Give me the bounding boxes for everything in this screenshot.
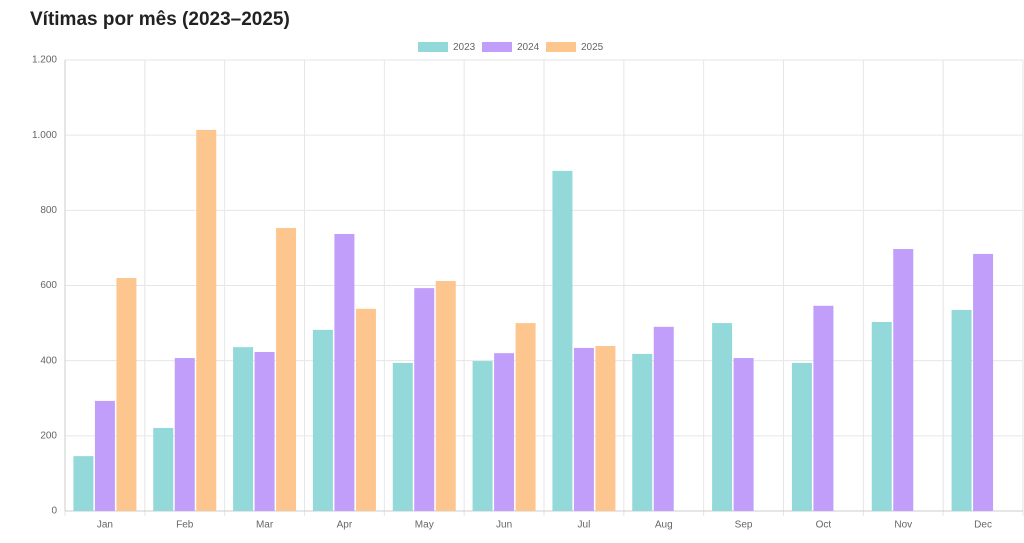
legend-label: 2024 <box>517 42 540 53</box>
bar <box>733 358 754 511</box>
bar <box>595 346 616 511</box>
bar <box>312 329 333 511</box>
x-tick-label: Oct <box>816 520 832 531</box>
y-tick-label: 600 <box>40 280 57 291</box>
bar <box>116 277 137 511</box>
y-tick-label: 200 <box>40 430 57 441</box>
y-tick-label: 400 <box>40 355 57 366</box>
y-tick-label: 800 <box>40 205 57 216</box>
y-tick-label: 0 <box>51 506 57 517</box>
x-tick-label: Nov <box>894 520 912 531</box>
bar <box>573 347 594 511</box>
bar <box>196 129 217 511</box>
bar <box>494 353 515 511</box>
bar <box>893 249 914 511</box>
x-tick-label: Jul <box>578 520 591 531</box>
bar <box>791 362 812 511</box>
x-tick-label: Dec <box>974 520 992 531</box>
y-tick-label: 1.000 <box>32 130 57 141</box>
bar <box>435 280 456 511</box>
x-tick-label: Mar <box>256 520 274 531</box>
bar <box>233 347 254 511</box>
bar <box>813 305 834 511</box>
legend-swatch <box>546 42 576 52</box>
y-tick-label: 1.200 <box>32 55 57 66</box>
x-tick-label: Aug <box>655 520 673 531</box>
bar <box>515 323 536 511</box>
x-tick-label: Jan <box>97 520 113 531</box>
x-tick-label: Apr <box>337 520 353 531</box>
bar <box>552 170 573 511</box>
bar <box>414 288 435 511</box>
x-tick-label: Sep <box>735 520 753 531</box>
bar <box>153 427 174 511</box>
legend-swatch <box>482 42 512 52</box>
bar <box>355 308 376 511</box>
bar <box>73 456 94 511</box>
bar <box>871 321 892 511</box>
bar <box>973 253 994 511</box>
bar <box>632 353 653 511</box>
chart-title: Vítimas por mês (2023–2025) <box>30 9 290 30</box>
bar <box>472 361 493 511</box>
legend-swatch <box>418 42 448 52</box>
bar <box>174 358 195 511</box>
bar <box>712 323 733 511</box>
x-tick-label: Feb <box>176 520 194 531</box>
x-tick-label: Jun <box>496 520 512 531</box>
legend-label: 2025 <box>581 42 604 53</box>
bar <box>254 352 275 511</box>
legend-label: 2023 <box>453 42 476 53</box>
bar <box>392 362 413 511</box>
bar <box>653 326 674 511</box>
bar <box>276 227 297 511</box>
bar <box>94 400 115 511</box>
bar <box>334 234 355 511</box>
bar <box>951 309 972 511</box>
x-tick-label: May <box>415 520 434 531</box>
